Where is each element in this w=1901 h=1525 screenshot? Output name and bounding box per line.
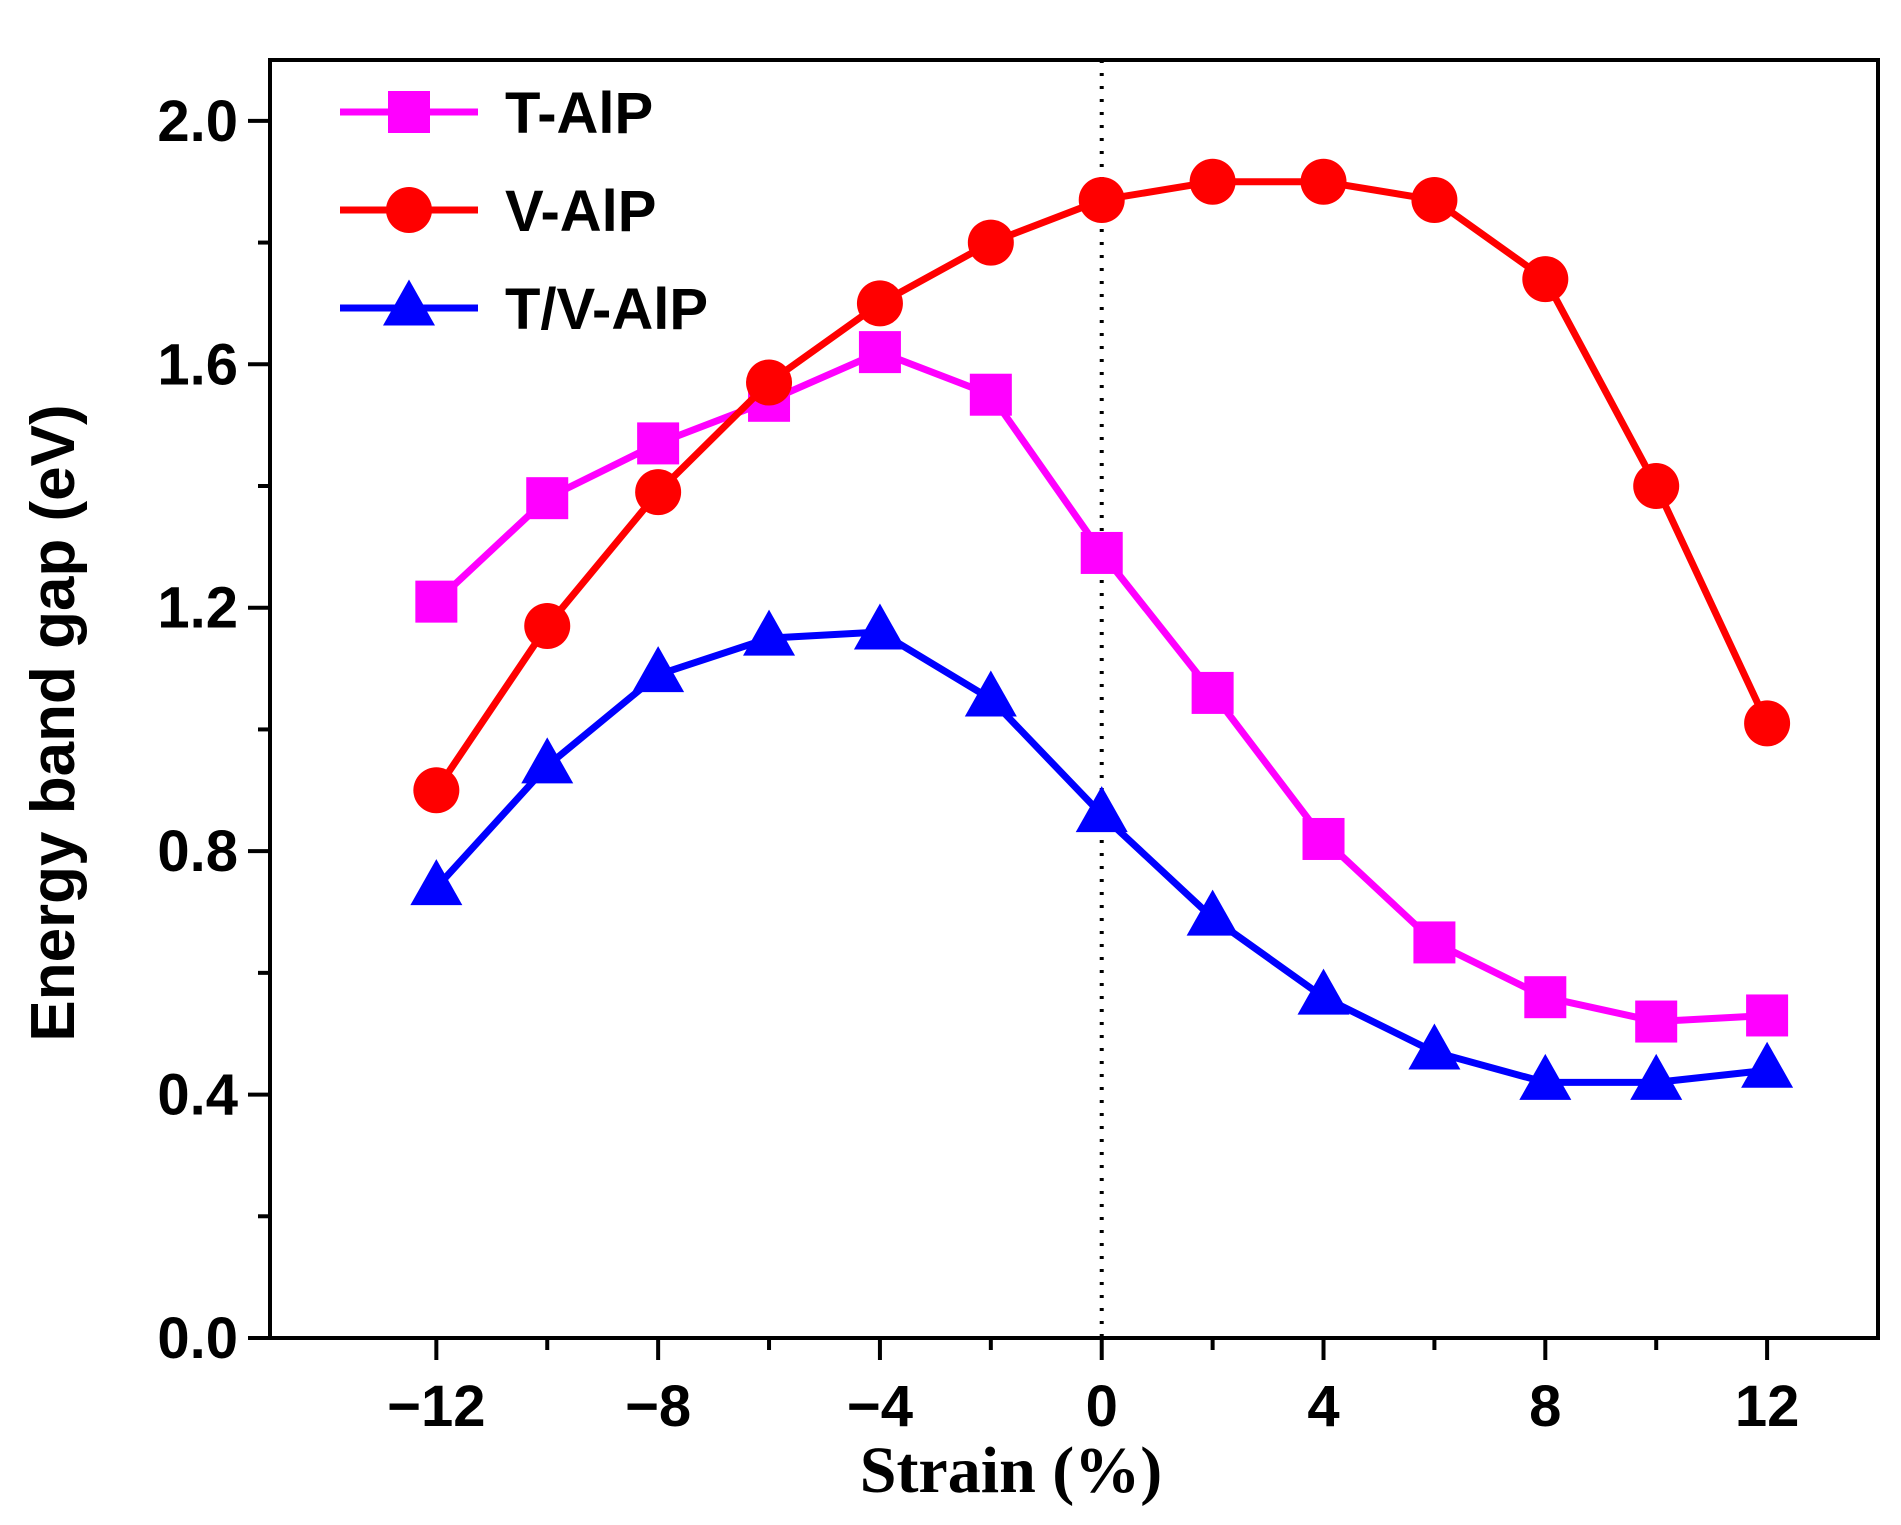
data-point <box>1080 531 1123 574</box>
legend-item: V-AlP <box>340 179 657 244</box>
data-point <box>1411 176 1458 223</box>
data-point <box>964 670 1017 717</box>
x-tick-label: −4 <box>847 1374 913 1439</box>
y-tick-label: 0.8 <box>157 819 238 884</box>
data-point <box>1186 889 1239 936</box>
tick-layer: −12 −8 −4 0 4 8 12 0.0 0.4 0.8 1.2 1.6 2.0 <box>157 89 1799 1439</box>
data-point <box>632 646 685 693</box>
x-tick-label: 8 <box>1529 1374 1561 1439</box>
data-point <box>856 280 903 327</box>
y-tick-label: 2.0 <box>157 89 238 154</box>
data-point <box>637 422 680 465</box>
x-tick-label: 12 <box>1735 1374 1800 1439</box>
data-point <box>410 859 463 906</box>
legend-label: V-AlP <box>505 179 657 244</box>
y-tick-label: 0.0 <box>157 1306 238 1371</box>
data-point <box>1744 700 1791 747</box>
data-point <box>1297 968 1350 1015</box>
data-point <box>746 359 793 406</box>
data-point <box>1635 1000 1678 1043</box>
data-point <box>635 469 682 516</box>
data-point <box>1191 671 1234 714</box>
x-tick-label: 4 <box>1307 1374 1339 1439</box>
legend-marker <box>383 279 435 326</box>
series-layer <box>410 158 1794 1100</box>
legend-item: T-AlP <box>340 81 653 146</box>
legend-marker <box>388 91 430 133</box>
axes <box>268 58 1880 1340</box>
data-point <box>969 373 1012 416</box>
legend-label: T-AlP <box>505 81 653 146</box>
y-tick-label: 1.2 <box>157 576 238 641</box>
x-tick-label: −8 <box>625 1374 691 1439</box>
legend-marker <box>386 187 432 233</box>
data-point <box>1519 1053 1572 1100</box>
x-axis-title: Strain (%) <box>860 1434 1162 1507</box>
legend-label: T/V-AlP <box>505 277 708 342</box>
legend-item: T/V-AlP <box>340 277 708 342</box>
data-point <box>1522 256 1569 303</box>
y-tick-label: 0.4 <box>157 1063 238 1128</box>
data-point <box>1189 158 1236 205</box>
data-point <box>1630 1053 1683 1100</box>
y-tick-label: 1.6 <box>157 332 238 397</box>
y-axis-title: Energy band gap (eV) <box>19 404 88 1041</box>
data-point <box>1075 786 1128 833</box>
data-point <box>413 767 460 814</box>
plot-frame <box>268 58 1880 1340</box>
x-tick-label: 0 <box>1086 1374 1118 1439</box>
data-point <box>526 477 569 520</box>
data-point <box>415 580 458 623</box>
x-tick-label: −12 <box>387 1374 485 1439</box>
legend: T-AlP V-AlP T/V-AlP <box>340 81 708 342</box>
data-point <box>1300 158 1347 205</box>
data-point <box>1413 921 1456 964</box>
data-point <box>1633 463 1680 509</box>
data-point <box>524 602 571 649</box>
data-point <box>1408 1023 1461 1070</box>
data-point <box>1524 976 1567 1019</box>
data-point <box>967 219 1014 266</box>
data-point <box>1746 994 1789 1037</box>
data-point <box>858 331 901 374</box>
data-point <box>853 603 906 650</box>
series-circle <box>413 158 1791 814</box>
data-point <box>521 737 574 784</box>
data-point <box>1302 817 1345 860</box>
data-point <box>1741 1041 1794 1088</box>
data-point <box>1078 176 1125 223</box>
data-point <box>743 609 796 656</box>
series-triangle <box>410 603 1794 1100</box>
